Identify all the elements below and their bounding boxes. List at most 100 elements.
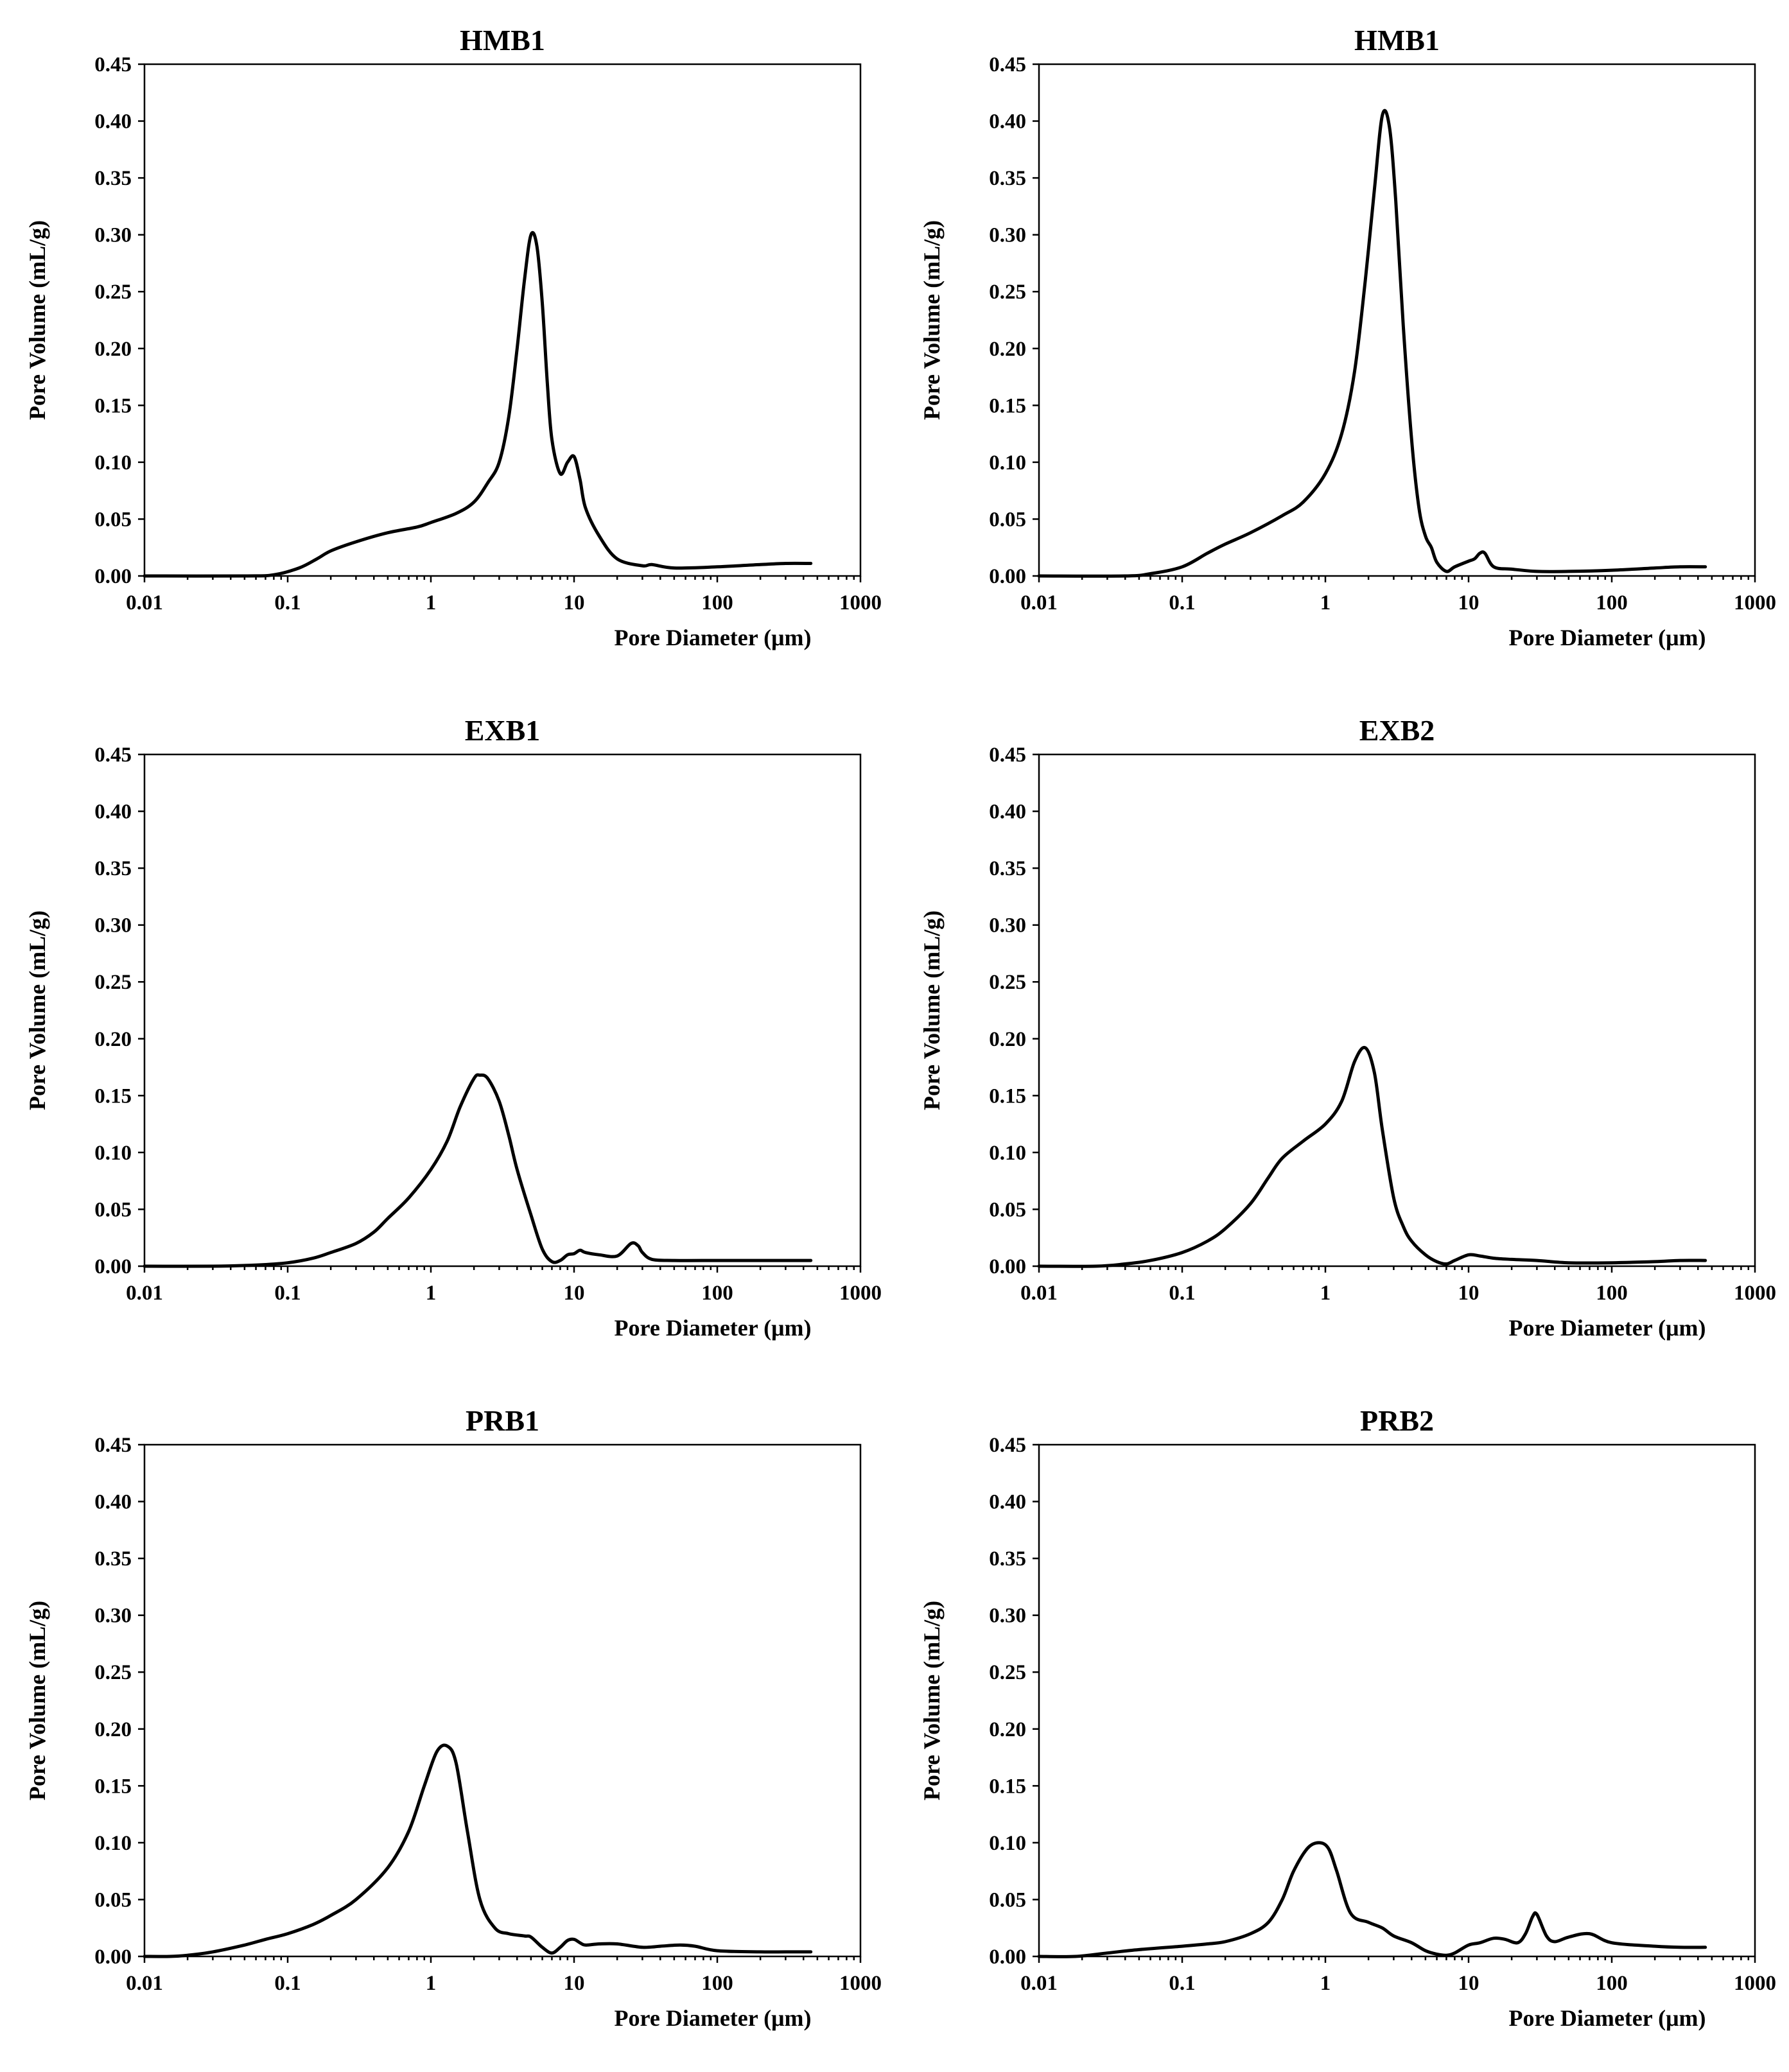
y-tick-label: 0.20	[989, 1028, 1026, 1051]
y-tick-label: 0.20	[94, 1028, 132, 1051]
x-axis-label: Pore Diameter (μm)	[615, 1315, 812, 1341]
x-tick-label: 10	[564, 1972, 585, 1995]
y-tick-label: 0.00	[94, 1946, 132, 1969]
y-tick-label: 0.10	[94, 1142, 132, 1165]
x-tick-label: 0.01	[1020, 1972, 1058, 1995]
y-tick-label: 0.45	[94, 1434, 132, 1457]
y-tick-label: 0.40	[989, 801, 1026, 824]
chart-panel-3: EXB1 0.00 0.05 0.10 0.15 0.20 0.25 0.30 0.35 0.40…	[0, 690, 894, 1380]
y-tick-label: 0.30	[989, 1605, 1026, 1628]
chart-svg-1: HMB1 0.00 0.05 0.10 0.15 0.20 0.25 0.30 0.35 0.40…	[24, 24, 882, 650]
y-tick-label: 0.05	[94, 1198, 132, 1221]
series-line	[1037, 1841, 1707, 1958]
series-line	[1037, 109, 1707, 578]
y-tick-label: 0.35	[989, 1547, 1026, 1571]
chart-title: EXB1	[465, 714, 541, 747]
y-tick-label: 0.15	[989, 394, 1026, 417]
y-tick-label: 0.25	[989, 1661, 1026, 1684]
y-tick-label: 0.00	[94, 1255, 132, 1278]
y-tick-label: 0.15	[94, 394, 132, 417]
y-tick-label: 0.15	[94, 1084, 132, 1108]
y-tick-label: 0.30	[989, 224, 1026, 247]
y-tick-label: 0.45	[989, 744, 1026, 767]
x-tick-label: 1	[1320, 1282, 1331, 1305]
y-tick-label: 0.35	[94, 1547, 132, 1571]
x-tick-label: 1	[426, 591, 437, 614]
series-line	[1037, 1045, 1707, 1268]
x-tick-label: 100	[1596, 1972, 1628, 1995]
y-tick-label: 0.10	[989, 1832, 1026, 1855]
y-tick-label: 0.25	[989, 281, 1026, 304]
chart-panel-6: PRB2 0.00 0.05 0.10 0.15 0.20 0.25 0.30 0.35 0.40…	[894, 1380, 1789, 2071]
x-tick-label: 0.1	[1169, 1282, 1195, 1305]
chart-title: HMB1	[460, 24, 545, 57]
y-tick-label: 0.25	[94, 281, 132, 304]
plot-frame	[143, 63, 862, 577]
x-tick-label: 1000	[1734, 1282, 1776, 1305]
y-tick-label: 0.20	[94, 1718, 132, 1741]
x-tick-label: 0.01	[126, 1972, 163, 1995]
y-tick-label: 0.45	[989, 53, 1026, 76]
y-tick-label: 0.20	[989, 338, 1026, 361]
x-tick-label: 10	[1458, 1282, 1479, 1305]
x-tick-label: 100	[701, 1972, 733, 1995]
chart-title: EXB2	[1359, 714, 1435, 747]
y-axis-label: Pore Volume (mL/g)	[24, 910, 50, 1110]
x-axis-label: Pore Diameter (μm)	[1509, 625, 1706, 650]
y-tick-label: 0.35	[989, 857, 1026, 880]
y-tick-label: 0.40	[989, 1491, 1026, 1514]
y-tick-label: 0.30	[989, 914, 1026, 937]
x-tick-label: 0.01	[126, 591, 163, 614]
y-tick-label: 0.20	[989, 1718, 1026, 1741]
x-tick-label: 0.01	[126, 1282, 163, 1305]
plot-frame	[1038, 63, 1756, 577]
y-tick-label: 0.45	[94, 53, 132, 76]
chart-svg-3: EXB1 0.00 0.05 0.10 0.15 0.20 0.25 0.30 0.35 0.40…	[24, 714, 882, 1341]
series-line	[143, 1743, 813, 1958]
y-tick-label: 0.25	[989, 971, 1026, 994]
y-tick-label: 0.05	[989, 1888, 1026, 1911]
y-tick-label: 0.35	[94, 857, 132, 880]
x-axis-label: Pore Diameter (μm)	[1509, 2005, 1706, 2031]
series-line	[143, 231, 813, 578]
y-tick-label: 0.00	[989, 1946, 1026, 1969]
y-tick-label: 0.40	[94, 110, 132, 134]
chart-svg-6: PRB2 0.00 0.05 0.10 0.15 0.20 0.25 0.30 0.35 0.40…	[919, 1404, 1776, 2031]
plot-frame	[1038, 1443, 1756, 1958]
x-tick-label: 1000	[839, 591, 882, 614]
x-tick-label: 100	[701, 1282, 733, 1305]
x-tick-label: 100	[1596, 591, 1628, 614]
y-tick-label: 0.35	[94, 167, 132, 190]
y-axis-label: Pore Volume (mL/g)	[919, 220, 945, 420]
x-tick-label: 100	[1596, 1282, 1628, 1305]
y-tick-label: 0.40	[94, 801, 132, 824]
chart-panel-4: EXB2 0.00 0.05 0.10 0.15 0.20 0.25 0.30 0.35 0.40…	[894, 690, 1789, 1380]
y-tick-label: 0.30	[94, 1605, 132, 1628]
y-tick-label: 0.30	[94, 914, 132, 937]
y-tick-label: 0.05	[94, 1888, 132, 1911]
x-tick-label: 0.1	[274, 591, 301, 614]
y-axis-label: Pore Volume (mL/g)	[24, 1601, 50, 1800]
plot-frame	[143, 1443, 862, 1958]
y-tick-label: 0.35	[989, 167, 1026, 190]
x-tick-label: 1	[1320, 1972, 1331, 1995]
y-tick-label: 0.25	[94, 1661, 132, 1684]
chart-panel-2: HMB1 0.00 0.05 0.10 0.15 0.20 0.25 0.30 0.35 0.40…	[894, 0, 1789, 690]
x-tick-label: 1000	[1734, 591, 1776, 614]
x-tick-label: 10	[564, 1282, 585, 1305]
chart-title: PRB2	[1360, 1404, 1434, 1437]
chart-panel-1: HMB1 0.00 0.05 0.10 0.15 0.20 0.25 0.30 0.35 0.40…	[0, 0, 894, 690]
x-tick-label: 1000	[839, 1972, 882, 1995]
x-tick-label: 10	[1458, 591, 1479, 614]
y-tick-label: 0.00	[989, 565, 1026, 588]
x-axis-label: Pore Diameter (μm)	[615, 2005, 812, 2031]
x-tick-label: 0.01	[1020, 1282, 1058, 1305]
y-tick-label: 0.45	[989, 1434, 1026, 1457]
x-tick-label: 1000	[839, 1282, 882, 1305]
y-tick-label: 0.10	[94, 1832, 132, 1855]
chart-svg-5: PRB1 0.00 0.05 0.10 0.15 0.20 0.25 0.30 0.35 0.40…	[24, 1404, 882, 2031]
y-axis-label: Pore Volume (mL/g)	[24, 220, 50, 420]
y-axis-label: Pore Volume (mL/g)	[919, 910, 945, 1110]
x-tick-label: 0.1	[274, 1282, 301, 1305]
y-tick-label: 0.15	[989, 1084, 1026, 1108]
